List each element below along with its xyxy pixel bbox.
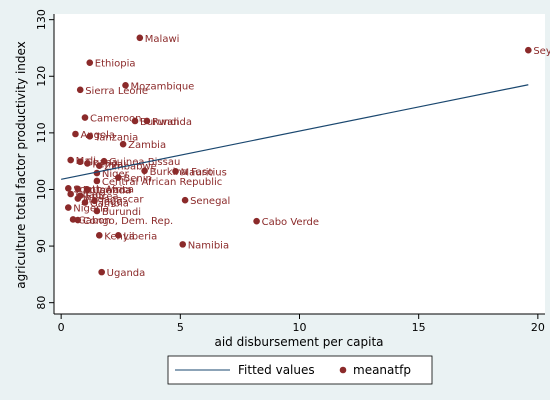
x-tick-label: 5 <box>177 321 184 334</box>
point-label: Madagascar <box>83 195 145 206</box>
data-point <box>67 156 74 164</box>
data-point <box>179 241 187 248</box>
data-point <box>93 207 101 215</box>
legend-fitted-values: Fitted values <box>238 363 315 377</box>
point-label: Cabo Verde <box>262 217 319 228</box>
point-label: Gambia <box>90 198 129 209</box>
data-point <box>95 162 103 169</box>
point-label: Malawi <box>145 34 180 45</box>
data-point <box>76 158 84 166</box>
point-label: Uganda <box>92 185 131 196</box>
point-label: Burkina Faso <box>150 167 214 178</box>
point-label: Ethiopia <box>95 59 136 70</box>
point-label: Benin <box>123 174 151 185</box>
y-tick-label: 130 <box>35 9 48 30</box>
point-label: Liberia <box>123 231 157 242</box>
data-point <box>95 232 103 239</box>
point-label: South Africa <box>73 184 134 195</box>
point-label: Gabon <box>78 215 111 226</box>
data-point <box>81 114 89 121</box>
data-point <box>172 168 179 175</box>
point-label: Niger <box>102 169 130 180</box>
x-tick-label: 0 <box>58 321 65 334</box>
legend-marker-swatch <box>339 366 347 374</box>
point-label: Ghana <box>85 158 118 169</box>
data-point <box>141 167 148 175</box>
point-label: Mauritius <box>181 167 227 178</box>
data-point <box>76 86 84 94</box>
x-tick-label: 20 <box>531 321 545 334</box>
legend: Fitted values meanatfp <box>167 355 433 385</box>
point-label: Mozambique <box>131 81 195 92</box>
data-point <box>525 46 532 54</box>
x-tick-label: 15 <box>412 321 426 334</box>
data-point <box>143 117 151 125</box>
point-label: Burundi <box>102 207 141 218</box>
data-point <box>181 196 189 204</box>
y-axis-label: agriculture total factor productivity in… <box>14 41 28 289</box>
data-point <box>122 82 129 89</box>
data-point <box>253 217 260 225</box>
data-point <box>86 59 94 66</box>
data-point <box>81 199 89 206</box>
data-point <box>91 197 98 205</box>
x-tick-label: 10 <box>293 321 307 334</box>
point-label: Senegal <box>190 196 230 207</box>
legend-meanatfp: meanatfp <box>353 363 411 377</box>
x-axis-ticks: 0 5 10 15 20 <box>58 314 545 334</box>
data-point <box>84 186 91 193</box>
point-label: Eritrea <box>85 192 118 203</box>
data-point <box>65 185 72 192</box>
point-label: Togo <box>99 197 123 208</box>
point-label: Kenya <box>92 159 123 170</box>
point-label: Sierra Leone <box>85 86 148 97</box>
x-axis-label: aid disbursement per capita <box>214 335 383 349</box>
data-point <box>65 204 72 211</box>
data-point <box>84 160 91 167</box>
point-label: Zambia <box>128 140 166 151</box>
point-label: Cameroon <box>90 114 141 125</box>
y-tick-label: 100 <box>35 179 48 200</box>
y-tick-label: 90 <box>35 239 48 253</box>
point-label: Congo, Dem. Rep. <box>83 216 173 227</box>
data-point <box>115 232 122 239</box>
point-label: Central African Republic <box>102 177 222 188</box>
point-label: Namibia <box>188 240 229 251</box>
y-tick-label: 120 <box>35 66 48 87</box>
data-point <box>93 177 101 185</box>
y-axis-ticks: 80 90 100 110 120 130 <box>35 9 54 310</box>
data-point <box>72 130 79 138</box>
y-tick-label: 110 <box>35 122 48 143</box>
y-tick-label: 80 <box>35 296 48 310</box>
point-label: Zimbabwe <box>104 162 157 173</box>
data-point <box>74 216 82 224</box>
point-label: Nigeria <box>73 204 109 215</box>
point-label: Angola <box>80 130 115 141</box>
point-label: Uganda <box>107 268 146 279</box>
data-point <box>69 216 77 223</box>
point-label: Seychelles <box>533 46 550 57</box>
data-point <box>136 34 144 42</box>
data-point <box>74 185 82 193</box>
point-label: Tanzania <box>94 132 139 143</box>
data-point <box>86 132 94 140</box>
data-point <box>119 140 127 148</box>
point-label: Botswana <box>83 185 132 196</box>
data-point <box>74 195 82 202</box>
data-point <box>67 190 74 198</box>
data-point <box>98 268 105 276</box>
data-point <box>115 174 122 181</box>
data-point <box>131 117 139 125</box>
data-point <box>100 157 108 165</box>
fitted-values-line <box>61 84 529 180</box>
plot-marks: Malawi Seychelles Ethiopia MozambiqueSierra… <box>61 34 550 279</box>
point-label: Burundi <box>140 117 179 128</box>
point-label: Chad <box>76 190 102 201</box>
point-label: Rwanda <box>152 117 192 128</box>
